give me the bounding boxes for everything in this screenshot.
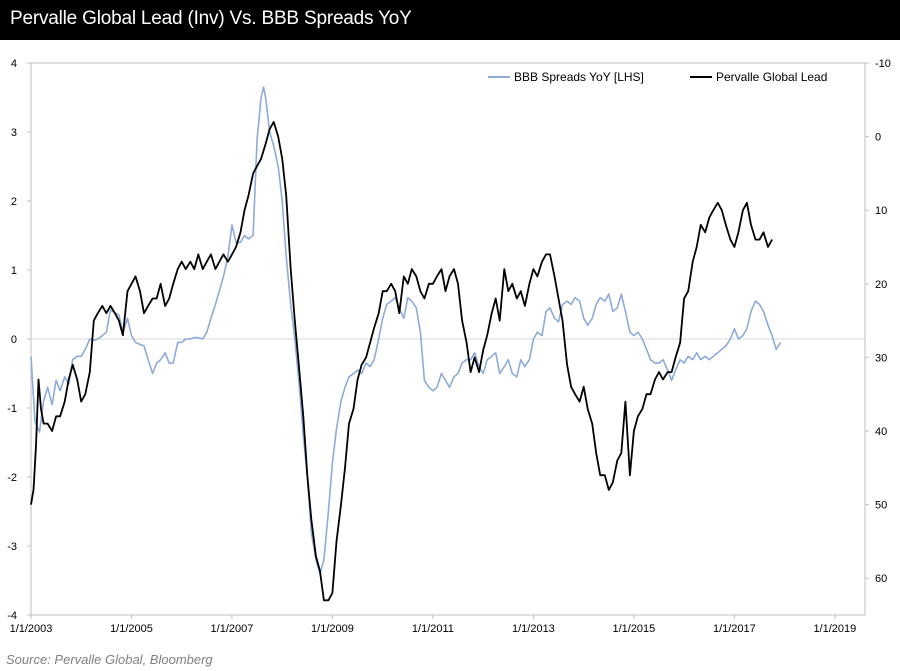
x-tick-label: 1/1/2005 xyxy=(110,623,153,635)
left-tick-label: 1 xyxy=(11,265,17,277)
x-tick-label: 1/1/2009 xyxy=(311,623,354,635)
x-tick-label: 1/1/2019 xyxy=(813,623,856,635)
legend-label: BBB Spreads YoY [LHS] xyxy=(514,70,644,84)
right-tick-label: 60 xyxy=(875,573,887,585)
x-tick-label: 1/1/2003 xyxy=(10,623,53,635)
right-tick-label: 30 xyxy=(875,352,887,364)
series-line-bbb-spreads xyxy=(30,86,782,575)
right-tick-label: 0 xyxy=(875,132,881,144)
source-note: Source: Pervalle Global, Bloomberg xyxy=(6,652,213,667)
left-tick-label: 2 xyxy=(11,196,17,208)
left-tick-label: 0 xyxy=(11,334,17,346)
x-tick-label: 1/1/2007 xyxy=(211,623,254,635)
right-tick-label: 10 xyxy=(875,205,887,217)
right-tick-label: 50 xyxy=(875,500,887,512)
left-tick-label: -1 xyxy=(7,403,17,415)
x-tick-label: 1/1/2015 xyxy=(612,623,655,635)
right-tick-label: 20 xyxy=(875,279,887,291)
x-tick-label: 1/1/2017 xyxy=(713,623,756,635)
left-tick-label: -4 xyxy=(7,610,17,622)
right-tick-label: -10 xyxy=(875,58,891,70)
right-tick-label: 40 xyxy=(875,426,887,438)
chart-title: Pervalle Global Lead (Inv) Vs. BBB Sprea… xyxy=(10,8,412,29)
left-tick-label: 4 xyxy=(11,58,17,70)
series-line-pervalle-lead xyxy=(30,121,773,602)
title-bar: Pervalle Global Lead (Inv) Vs. BBB Sprea… xyxy=(0,0,900,40)
left-tick-label: 3 xyxy=(11,127,17,139)
chart-legend: BBB Spreads YoY [LHS] Pervalle Global Lea… xyxy=(488,70,827,84)
x-tick-label: 1/1/2011 xyxy=(412,623,454,635)
x-tick-label: 1/1/2013 xyxy=(512,623,555,635)
left-tick-label: -2 xyxy=(7,472,17,484)
series-layer xyxy=(30,86,782,602)
left-tick-label: -3 xyxy=(7,541,17,553)
legend-label: Pervalle Global Lead xyxy=(716,70,827,84)
